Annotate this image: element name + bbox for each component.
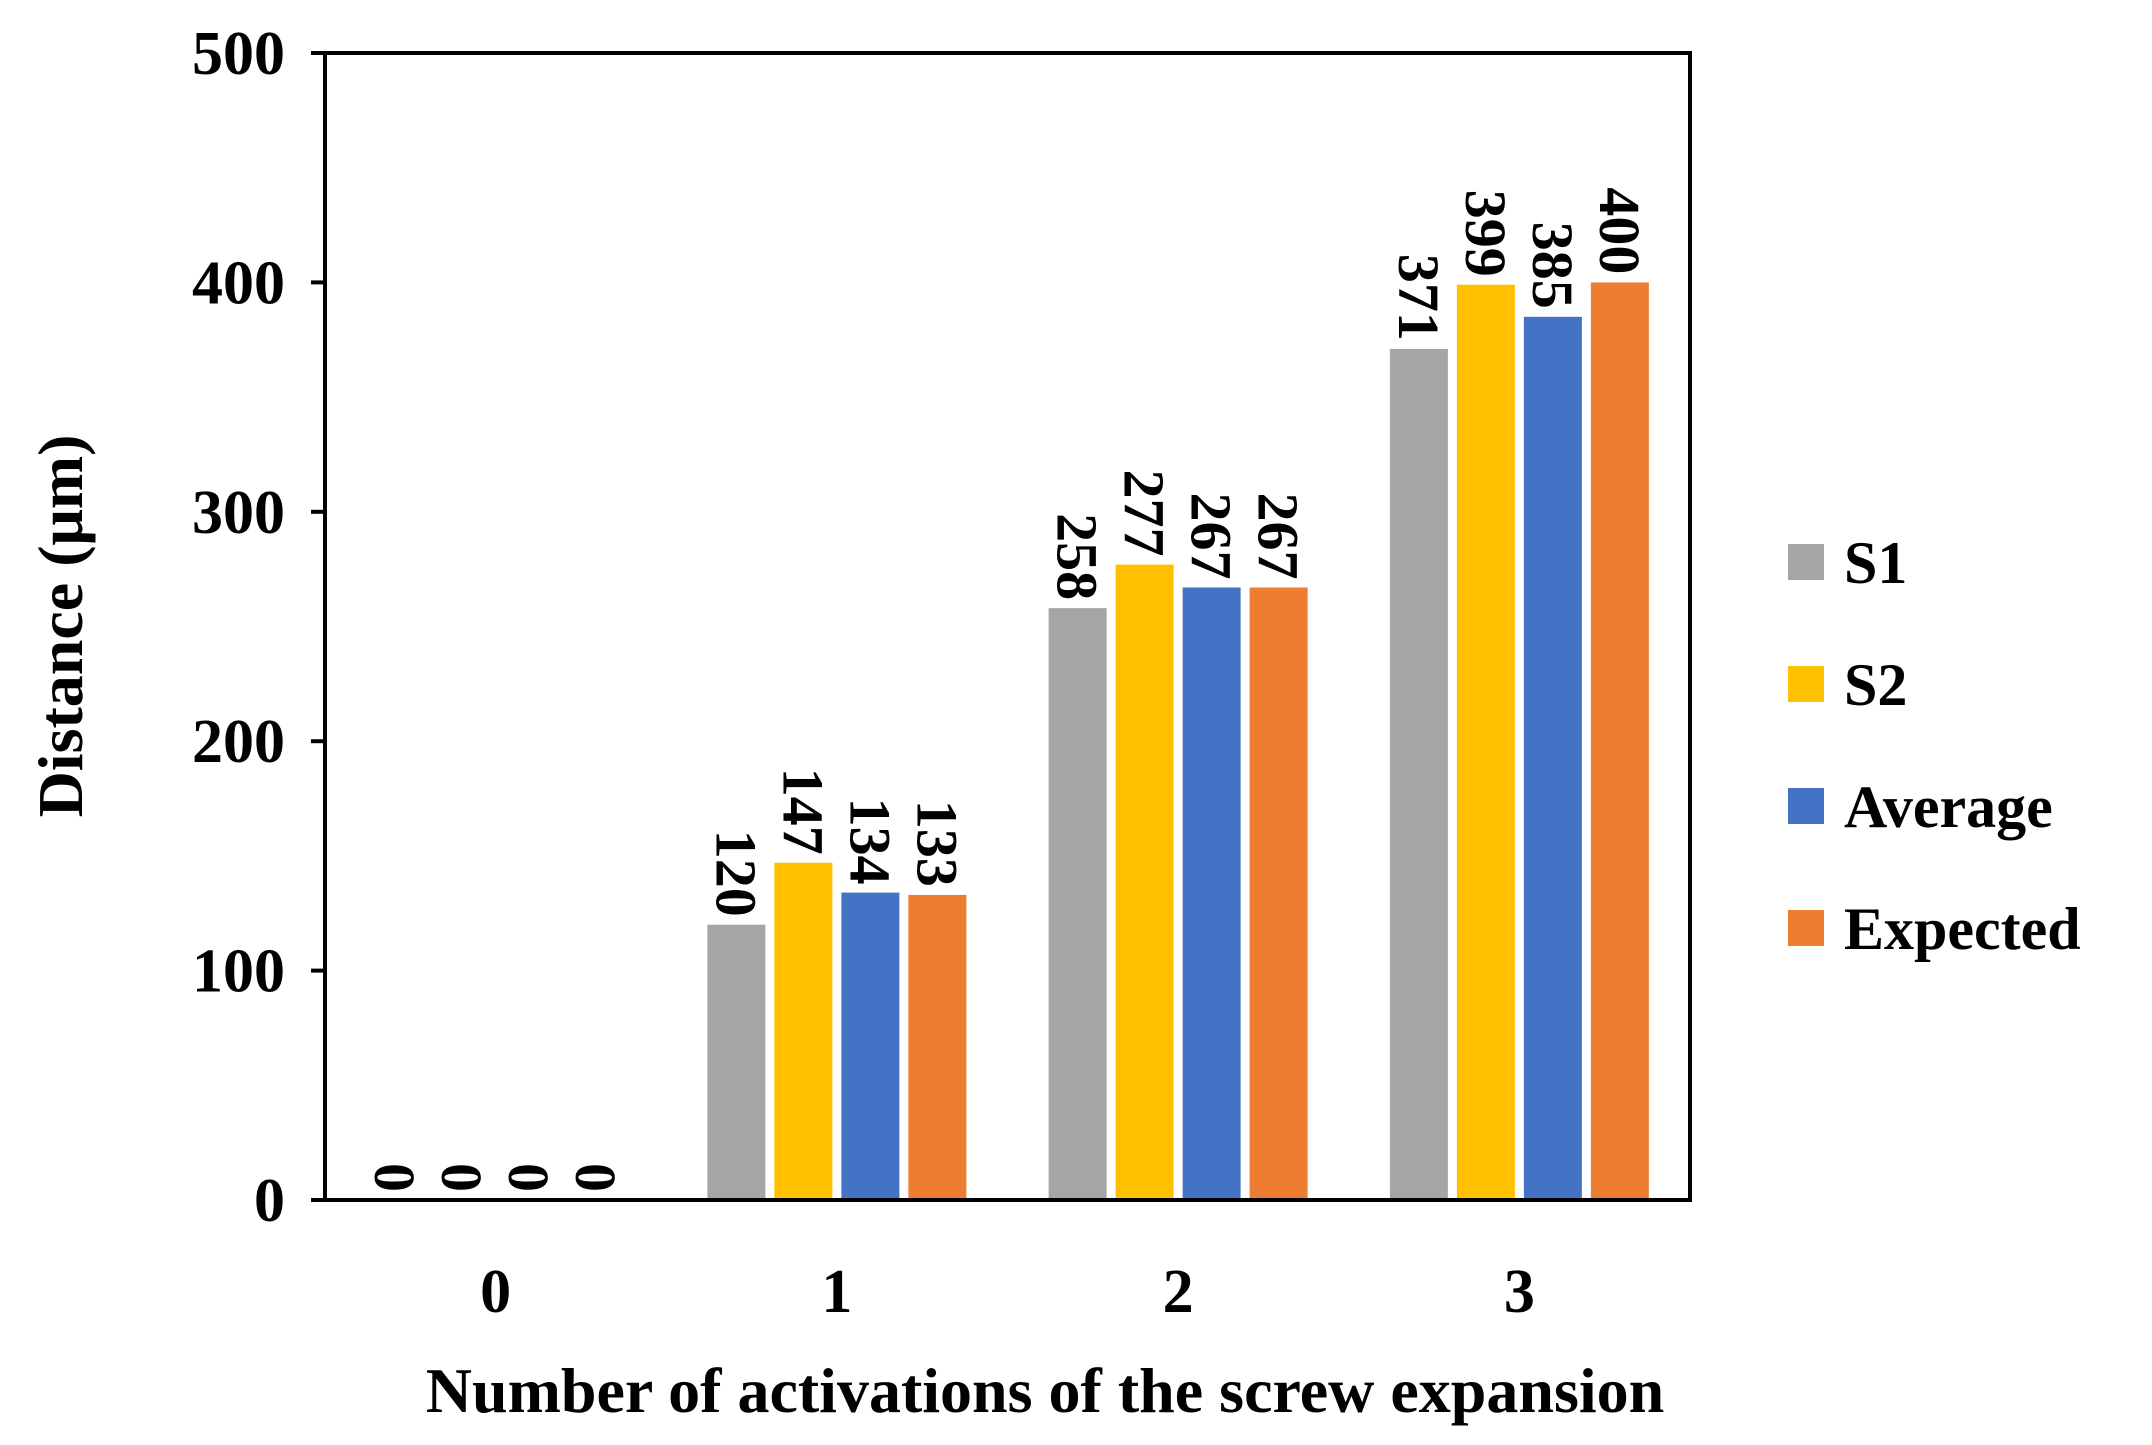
legend-label-s2: S2 — [1844, 652, 1907, 718]
bar-s2-1 — [774, 862, 833, 1200]
bar-s1-1 — [707, 924, 766, 1200]
y-tick-label: 500 — [192, 20, 285, 88]
data-label: 371 — [1386, 254, 1451, 341]
bar-average-3 — [1523, 316, 1582, 1200]
plot-area-frame — [323, 51, 1692, 1202]
x-tick-label: 0 — [480, 1258, 511, 1326]
x-tick-label: 1 — [821, 1258, 852, 1326]
bars — [707, 282, 1649, 1201]
legend-label-expected: Expected — [1844, 896, 2081, 962]
x-tick-label: 3 — [1504, 1258, 1535, 1326]
legend-swatch-s2 — [1788, 666, 1824, 702]
data-label: 147 — [770, 768, 835, 855]
y-tick-label: 100 — [192, 938, 285, 1006]
data-label: 120 — [703, 830, 768, 917]
bar-expected-2 — [1249, 587, 1308, 1200]
x-tick-label: 2 — [1163, 1258, 1194, 1326]
bar-s1-2 — [1048, 608, 1107, 1200]
y-tick-label: 300 — [192, 479, 285, 547]
data-label: 400 — [1587, 187, 1652, 274]
bar-expected-1 — [908, 894, 967, 1200]
data-label: 0 — [362, 1163, 427, 1192]
bar-expected-3 — [1590, 282, 1649, 1200]
data-label: 399 — [1453, 190, 1518, 277]
x-axis-ticks: 0 1 2 3 — [480, 1258, 1535, 1326]
data-label: 267 — [1246, 493, 1311, 580]
data-label: 0 — [496, 1163, 561, 1192]
y-axis-ticks: 0 100 200 300 400 500 — [192, 20, 325, 1235]
data-label: 134 — [837, 798, 902, 885]
legend-swatch-expected — [1788, 910, 1824, 946]
y-tick-label: 0 — [254, 1167, 285, 1235]
y-tick-label: 200 — [192, 708, 285, 776]
legend-swatch-s1 — [1788, 544, 1824, 580]
data-label: 258 — [1045, 513, 1110, 600]
legend-label-s1: S1 — [1844, 530, 1907, 596]
x-axis-title: Number of activations of the screw expan… — [426, 1355, 1664, 1426]
data-label: 133 — [904, 800, 969, 887]
legend-label-average: Average — [1844, 774, 2053, 840]
bar-average-2 — [1182, 587, 1241, 1200]
data-label: 267 — [1179, 493, 1244, 580]
bar-s2-3 — [1456, 284, 1515, 1201]
bar-s2-2 — [1115, 564, 1174, 1200]
legend-swatch-average — [1788, 788, 1824, 824]
bar-s1-3 — [1389, 348, 1448, 1200]
data-label: 0 — [429, 1163, 494, 1192]
data-label: 385 — [1520, 222, 1585, 309]
y-tick-label: 400 — [192, 249, 285, 317]
data-label: 277 — [1112, 470, 1177, 557]
bar-average-1 — [841, 892, 900, 1200]
legend: S1 S2 Average Expected — [1788, 530, 2081, 962]
y-axis-title: Distance (μm) — [25, 435, 96, 818]
data-label: 0 — [563, 1163, 628, 1192]
